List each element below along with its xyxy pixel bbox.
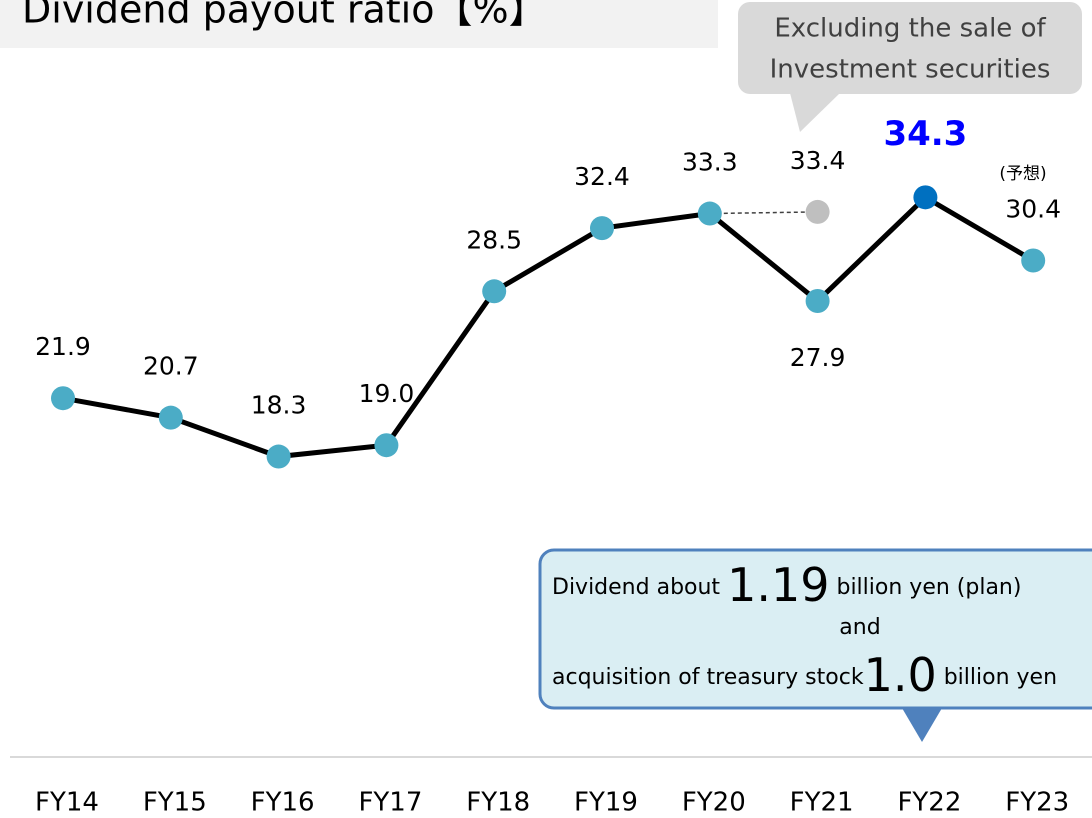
data-label: 33.4 (790, 146, 846, 175)
callout-pointer (902, 708, 942, 742)
marker (51, 386, 75, 411)
data-label: 18.3 (251, 391, 307, 420)
x-tick-label: FY14 (35, 788, 99, 818)
reference-marker (805, 199, 830, 224)
data-label: 19.0 (359, 379, 415, 408)
marker (1021, 248, 1046, 273)
callout-top (738, 2, 1082, 94)
marker (913, 185, 938, 210)
callout-text: Investment securities (770, 55, 1051, 85)
callout-text: acquisition of treasury stock1.0 billion… (552, 648, 1057, 702)
callout-text: and (839, 615, 880, 640)
marker (374, 433, 399, 458)
data-label: 33.3 (682, 148, 738, 177)
marker (266, 444, 291, 469)
data-label: 27.9 (790, 343, 846, 372)
x-tick-label: FY15 (143, 788, 207, 818)
callout-bottom (538, 548, 1092, 710)
data-label: 32.4 (574, 162, 630, 191)
x-tick-label: FY20 (682, 788, 746, 818)
x-tick-label: FY16 (251, 788, 315, 818)
marker (697, 201, 722, 226)
forecast-note: (予想) (999, 164, 1046, 184)
x-tick-label: FY18 (466, 788, 530, 818)
reference-connector (709, 211, 818, 215)
callout-text: Dividend about 1.19 billion yen (plan) (552, 558, 1021, 612)
x-tick-label: FY17 (358, 788, 422, 818)
marker (805, 289, 830, 314)
data-label: 28.5 (466, 225, 522, 254)
marker (482, 279, 507, 304)
x-tick-label: FY19 (574, 788, 638, 818)
x-tick-label: FY21 (790, 788, 854, 818)
title-box (0, 0, 718, 48)
marker (158, 405, 183, 430)
chart-title: Dividend payout ratio【%】 (22, 0, 547, 32)
callout-text: Excluding the sale of (774, 14, 1046, 44)
x-tick-label: FY22 (897, 788, 961, 818)
data-label: 20.7 (143, 352, 199, 381)
data-label: 21.9 (35, 332, 91, 361)
x-tick-label: FY23 (1005, 788, 1069, 818)
marker (590, 216, 614, 241)
line (62, 194, 1035, 460)
data-label: 34.3 (883, 114, 967, 154)
data-label: 30.4 (1005, 195, 1061, 224)
callout-pointer (790, 93, 840, 132)
